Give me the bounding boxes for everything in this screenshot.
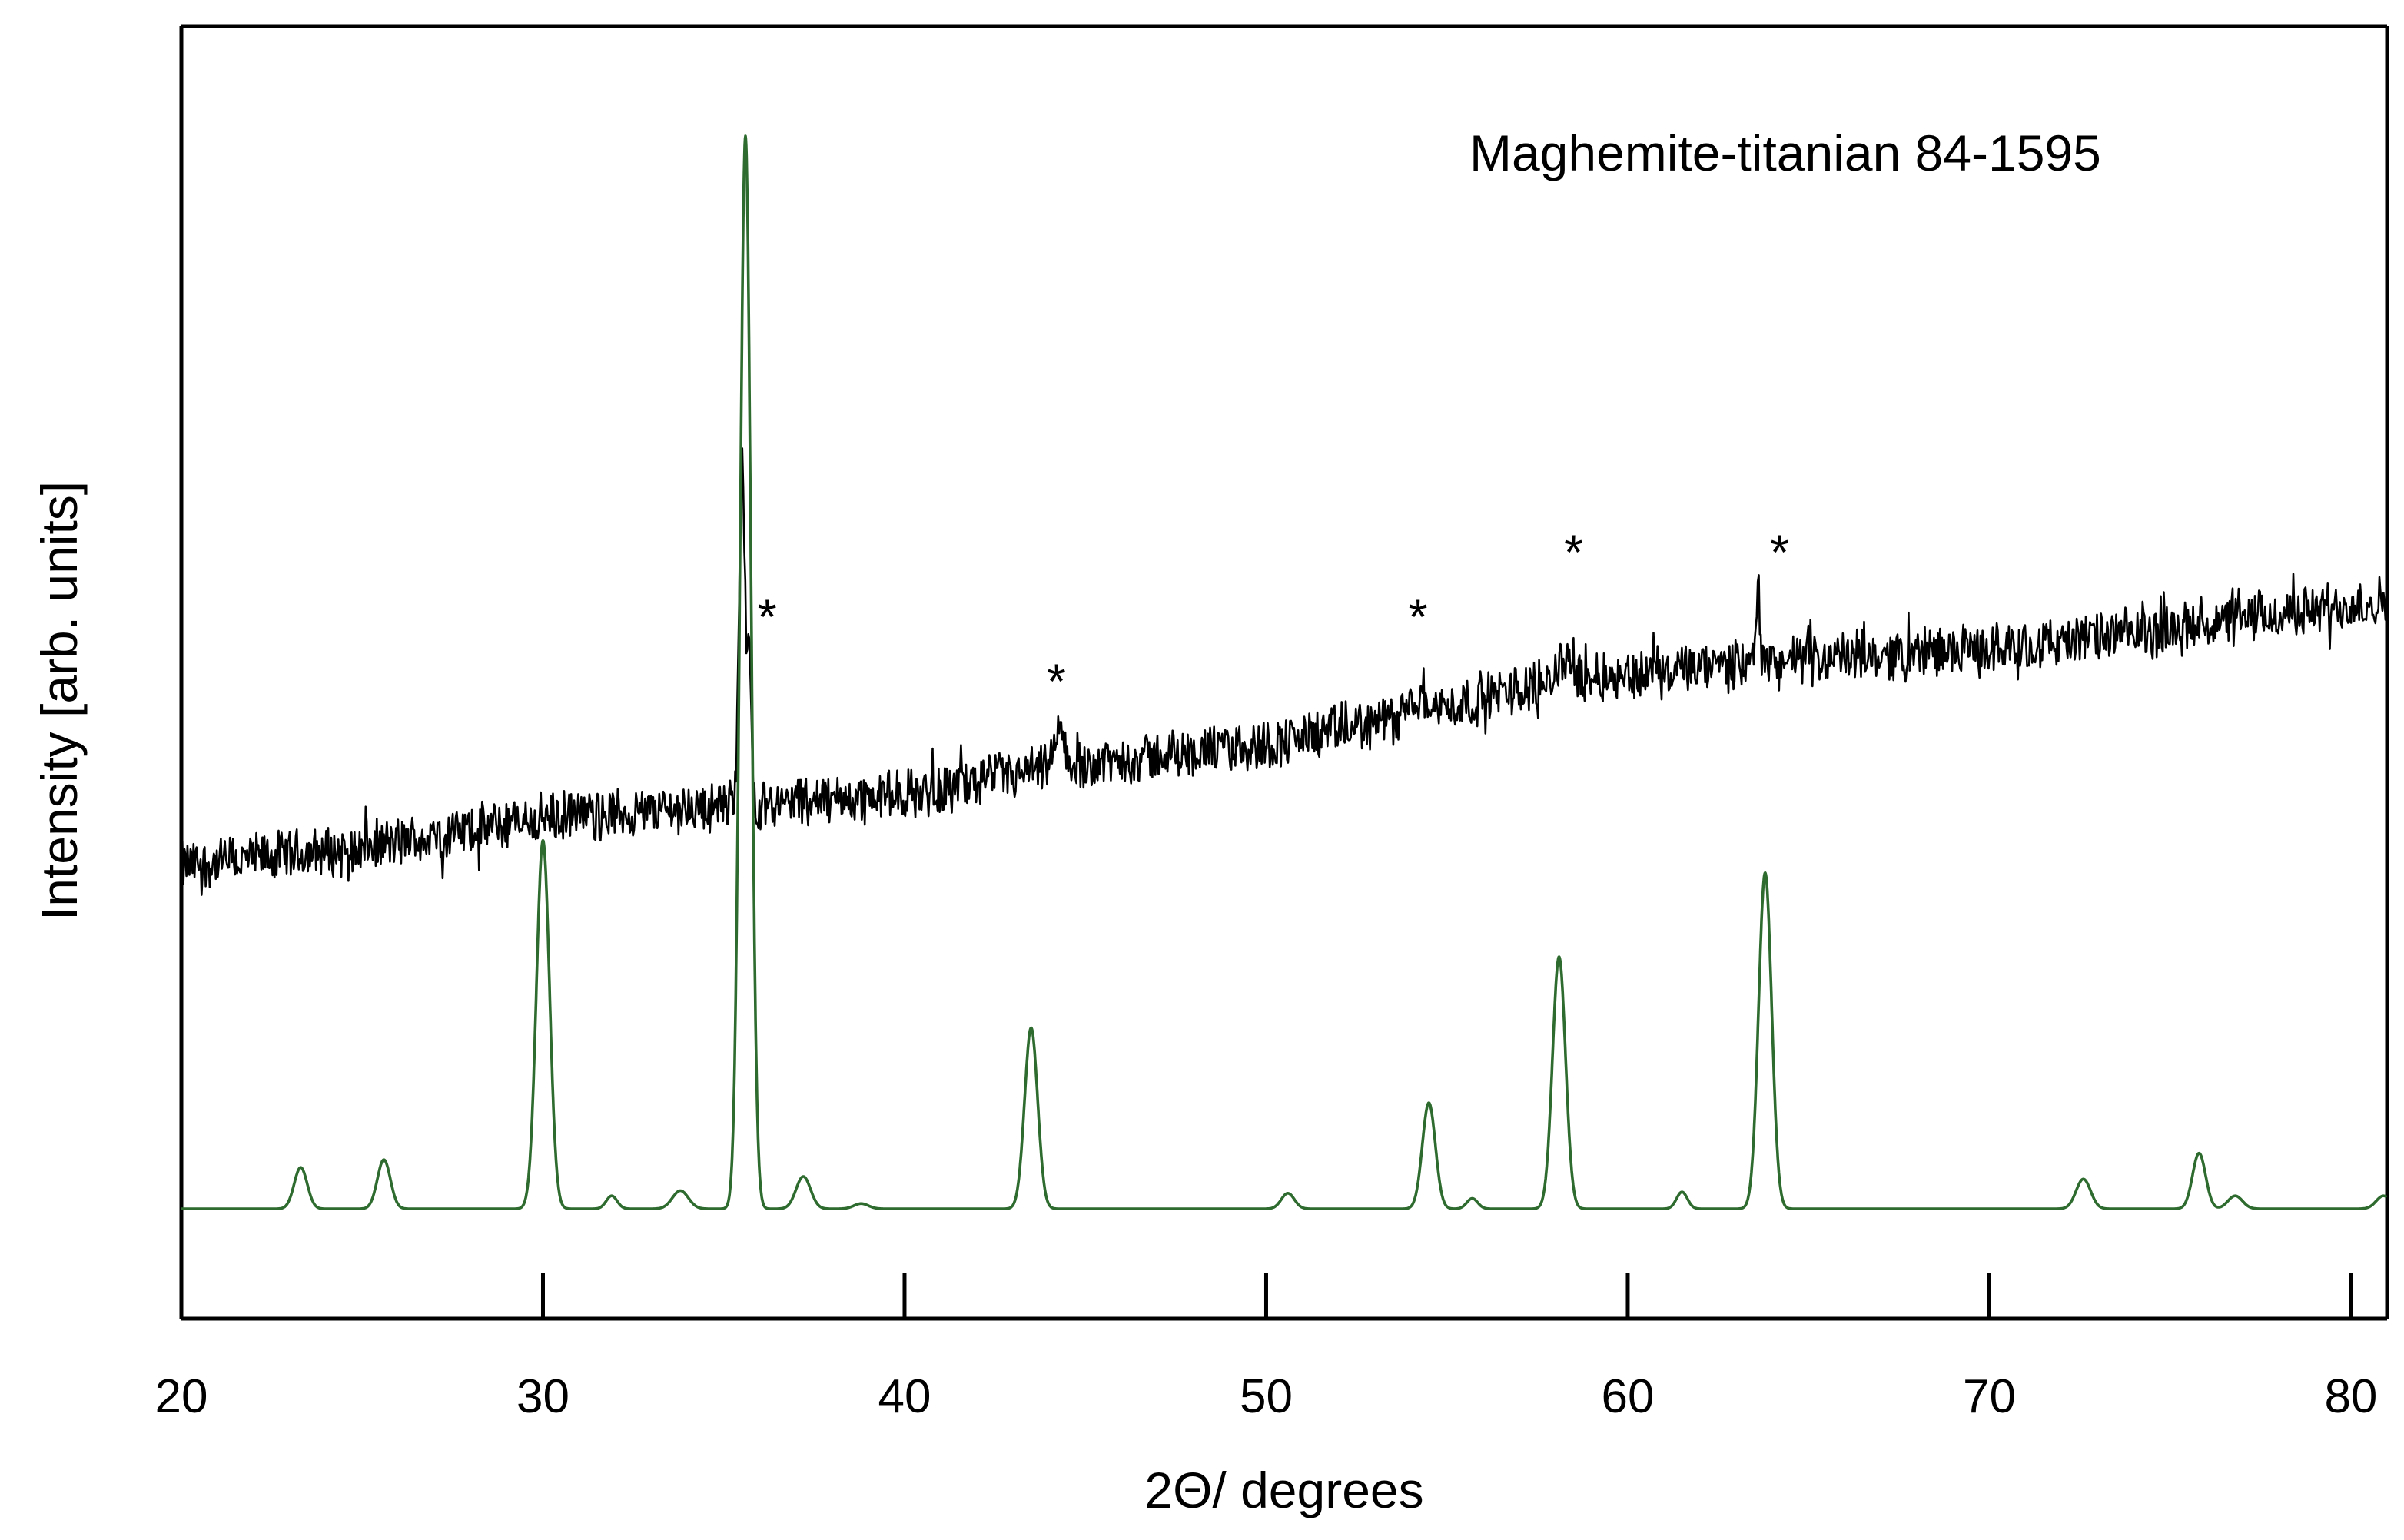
peak-marker: * <box>1564 524 1583 579</box>
x-axis-title: 2Θ/ degrees <box>1144 1462 1423 1518</box>
x-tick-label: 70 <box>1963 1370 2016 1423</box>
series-layer <box>180 134 2388 1210</box>
x-ticks: 20 30 40 50 60 70 80 <box>155 1273 2377 1423</box>
reference-pattern-line <box>180 134 2388 1210</box>
x-tick-label: 20 <box>155 1370 208 1423</box>
marker-layer: * * * * * <box>758 524 1789 709</box>
x-tick-label: 40 <box>878 1370 931 1423</box>
phase-annotation: Maghemite-titanian 84-1595 <box>1469 124 2101 181</box>
x-tick-label: 80 <box>2324 1370 2377 1423</box>
y-axis-title: Intensity [arb. units] <box>31 481 88 921</box>
sample-xrd-line <box>180 447 2387 896</box>
peak-marker: * <box>1770 524 1789 579</box>
axes <box>179 24 2389 1321</box>
x-tick-label: 60 <box>1601 1370 1654 1423</box>
peak-marker: * <box>1047 654 1066 709</box>
peak-marker: * <box>1409 589 1428 645</box>
x-tick-label: 30 <box>516 1370 569 1423</box>
x-tick-label: 50 <box>1240 1370 1293 1423</box>
peak-marker: * <box>758 589 777 645</box>
